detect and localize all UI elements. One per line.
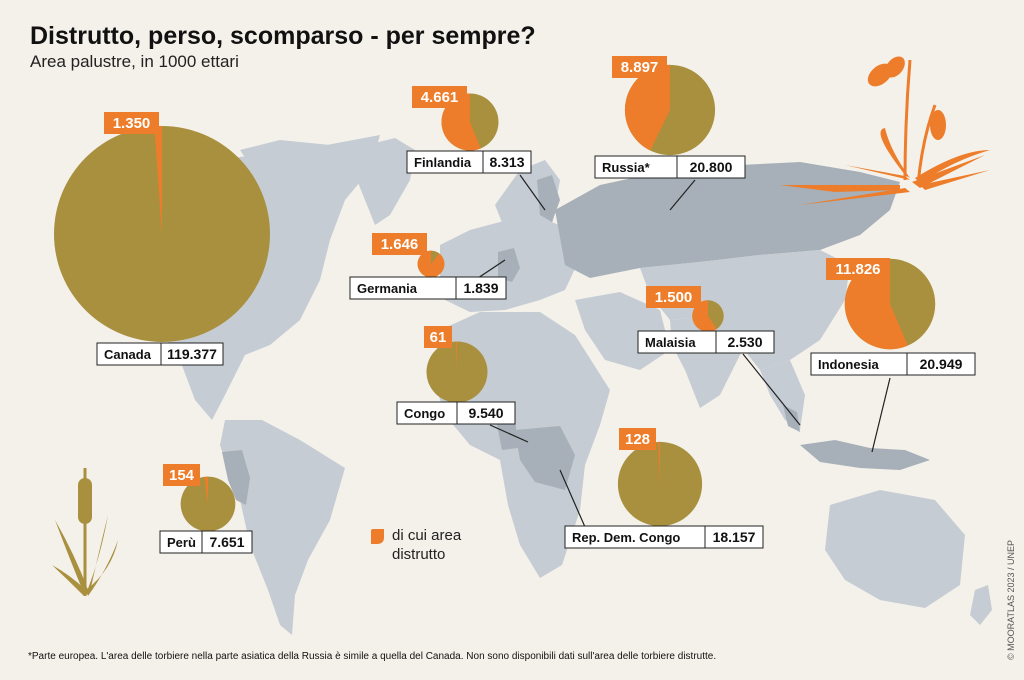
land-congo bbox=[496, 418, 518, 450]
pie-destroyed-congo bbox=[455, 341, 457, 372]
chart-title: Distrutto, perso, scomparso - per sempre… bbox=[30, 22, 536, 50]
legend-destroyed-swatch bbox=[371, 529, 384, 544]
total-value-germania: 1.839 bbox=[463, 280, 498, 296]
country-name-malaisia: Malaisia bbox=[645, 335, 696, 350]
country-name-congo: Congo bbox=[404, 406, 445, 421]
land-south-america bbox=[220, 420, 345, 635]
land-malaysia bbox=[783, 405, 800, 432]
land-australia bbox=[825, 490, 965, 608]
legend-destroyed-label: di cui area distrutto bbox=[392, 527, 462, 563]
destroyed-value-indonesia: 11.826 bbox=[835, 261, 880, 278]
pie-destroyed-germania bbox=[417, 250, 445, 278]
destroyed-value-box-russia bbox=[612, 56, 667, 78]
land-drc bbox=[515, 426, 575, 490]
land-new-zealand bbox=[970, 585, 992, 625]
destroyed-value-finlandia: 4.661 bbox=[421, 89, 459, 106]
leader-malaisia bbox=[742, 353, 801, 426]
land-canada-arctic bbox=[240, 140, 330, 170]
reed-illustration-icon bbox=[52, 468, 118, 596]
pie-destroyed-per bbox=[204, 476, 208, 504]
pie-destroyed-malaisia bbox=[692, 300, 717, 332]
plant-illustration-icon bbox=[780, 56, 990, 205]
total-value-box-per bbox=[201, 530, 253, 554]
land-finland bbox=[537, 175, 560, 222]
total-value-box-russia bbox=[676, 155, 746, 179]
credit-text: © MOORATLAS 2023 / UNEP bbox=[1006, 539, 1016, 660]
destroyed-value-box-per bbox=[163, 464, 200, 486]
land-germany bbox=[498, 248, 520, 282]
total-value-box-congo bbox=[456, 401, 516, 425]
land-southeast-asia bbox=[760, 360, 805, 430]
chart-subtitle: Area palustre, in 1000 ettari bbox=[30, 52, 239, 71]
total-value-russia: 20.800 bbox=[690, 159, 733, 175]
land-peru bbox=[222, 450, 250, 505]
leader-russia bbox=[669, 179, 696, 211]
destroyed-value-box-germania bbox=[372, 233, 427, 255]
pie-destroyed-russia bbox=[624, 64, 670, 151]
country-name-canada: Canada bbox=[104, 347, 152, 362]
destroyed-value-box-congo bbox=[424, 326, 452, 348]
destroyed-value-russia: 8.897 bbox=[621, 59, 659, 76]
country-name-finlandia: Finlandia bbox=[414, 155, 472, 170]
total-value-box-rep-dem-congo bbox=[704, 525, 764, 549]
destroyed-value-box-rep-dem-congo bbox=[619, 428, 656, 450]
leader-congo bbox=[489, 424, 529, 443]
pie-destroyed-rep-dem-congo bbox=[658, 441, 660, 484]
land-indonesia bbox=[800, 440, 930, 470]
total-value-canada: 119.377 bbox=[167, 346, 217, 362]
total-value-rep-dem-congo: 18.157 bbox=[713, 529, 756, 545]
destroyed-value-box-canada bbox=[104, 112, 159, 134]
leader-germania bbox=[477, 259, 506, 279]
leader-finlandia bbox=[519, 174, 546, 211]
land-east-asia bbox=[640, 250, 850, 370]
total-value-box-canada bbox=[160, 342, 224, 366]
leader-drc bbox=[559, 469, 586, 528]
total-value-malaisia: 2.530 bbox=[727, 334, 762, 350]
total-value-indonesia: 20.949 bbox=[920, 356, 963, 372]
destroyed-value-box-finlandia bbox=[412, 86, 467, 108]
land-russia bbox=[555, 162, 900, 278]
destroyed-value-malaisia: 1.500 bbox=[655, 289, 693, 306]
destroyed-value-congo: 61 bbox=[430, 329, 447, 346]
country-name-indonesia: Indonesia bbox=[818, 357, 879, 372]
destroyed-value-rep-dem-congo: 128 bbox=[625, 431, 650, 448]
destroyed-value-canada: 1.350 bbox=[113, 115, 151, 132]
country-name-germania: Germania bbox=[357, 281, 418, 296]
land-uk bbox=[455, 232, 474, 262]
destroyed-value-germania: 1.646 bbox=[381, 236, 419, 253]
land-greenland bbox=[355, 138, 415, 225]
total-value-per: 7.651 bbox=[209, 534, 244, 550]
leader-indonesia bbox=[871, 377, 891, 453]
total-value-box-indonesia bbox=[906, 352, 976, 376]
total-value-congo: 9.540 bbox=[468, 405, 503, 421]
destroyed-value-per: 154 bbox=[169, 467, 195, 484]
total-value-box-germania bbox=[455, 276, 507, 300]
country-name-russia: Russia* bbox=[602, 160, 651, 175]
pie-destroyed-indonesia bbox=[844, 258, 908, 350]
country-name-rep-dem-congo: Rep. Dem. Congo bbox=[572, 530, 680, 545]
total-value-box-finlandia bbox=[482, 150, 532, 174]
destroyed-value-box-indonesia bbox=[826, 258, 890, 280]
footnote: *Parte europea. L'area delle torbiere ne… bbox=[28, 651, 717, 662]
total-value-box-malaisia bbox=[715, 330, 775, 354]
pie-destroyed-canada bbox=[154, 126, 162, 234]
destroyed-value-box-malaisia bbox=[646, 286, 701, 308]
total-value-finlandia: 8.313 bbox=[489, 154, 524, 170]
country-name-per: Perù bbox=[167, 535, 196, 550]
